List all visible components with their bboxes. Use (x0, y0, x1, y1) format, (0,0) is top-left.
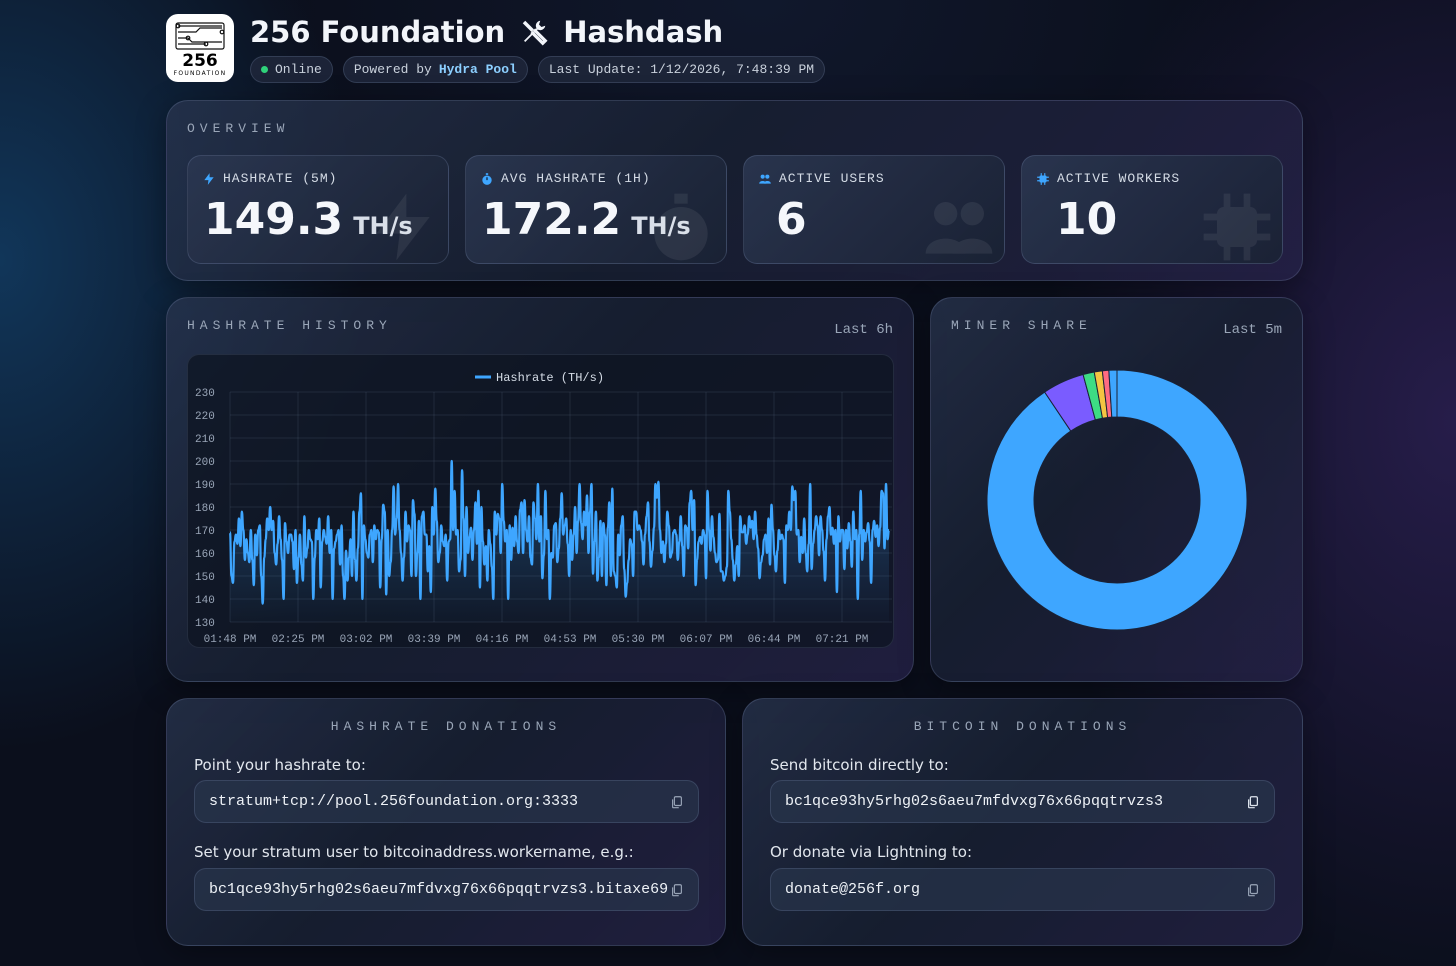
y-tick-label: 200 (195, 457, 215, 469)
chart-legend[interactable]: Hashrate (TH/s) (475, 371, 604, 385)
foundation-logo: 256 FOUNDATION (166, 14, 234, 82)
avg-hashrate-card: AVG HASHRATE (1H) 172.2 TH/s (465, 155, 727, 264)
chip-icon (1037, 172, 1049, 185)
status-badge: Online (250, 56, 333, 83)
hashrate-donations-title: HASHRATE DONATIONS (330, 719, 562, 734)
donut-slice-6[interactable] (1108, 369, 1118, 418)
hashrate-chart[interactable]: 230 220 210 200 190 180 170 160 150 140 130 01:48 … (187, 354, 894, 648)
active-workers-card: ACTIVE WORKERS 10 (1021, 155, 1283, 264)
y-tick-label: 160 (195, 549, 215, 561)
point-hashrate-label: Point your hashrate to: (194, 756, 366, 774)
miner-share-panel: MINER SHARE Last 5m (930, 297, 1303, 682)
hashrate-line-chart[interactable]: 230 220 210 200 190 180 170 160 150 140 130 01:48 … (188, 355, 895, 649)
hashrate-donations-panel: HASHRATE DONATIONS Point your hashrate t… (166, 698, 726, 946)
copy-icon[interactable] (670, 795, 684, 809)
bitcoin-address[interactable]: bc1qce93hy5rhg02s6aeu7mfdvxg76x66pqqtrvz… (785, 793, 1164, 810)
hashrate-5m-value: 149.3 (204, 194, 344, 245)
card-label: ACTIVE USERS (779, 171, 885, 186)
hashrate-5m-card: HASHRATE (5M) 149.3 TH/s (187, 155, 449, 264)
users-icon (759, 174, 771, 184)
logo-text: 256 (182, 51, 218, 71)
x-tick-label: 06:44 PM (748, 634, 801, 646)
stratum-url[interactable]: stratum+tcp://pool.256foundation.org:333… (209, 793, 579, 810)
lightning-label: Or donate via Lightning to: (770, 843, 973, 861)
stratum-url-field[interactable]: stratum+tcp://pool.256foundation.org:333… (194, 780, 699, 823)
y-tick-label: 210 (195, 434, 215, 446)
lightning-address[interactable]: donate@256f.org (785, 881, 921, 898)
avg-hashrate-value: 172.2 (482, 194, 622, 245)
x-tick-label: 03:39 PM (408, 634, 461, 646)
circuit-logo-icon: 256 FOUNDATION (174, 22, 227, 77)
page-title: 256 Foundation Hashdash (250, 12, 723, 52)
x-tick-label: 06:07 PM (680, 634, 733, 646)
avg-hashrate-unit: TH/s (631, 212, 691, 240)
powered-by-label: Powered by (353, 62, 432, 77)
lightning-address-field[interactable]: donate@256f.org (770, 868, 1275, 911)
bitcoin-address-field[interactable]: bc1qce93hy5rhg02s6aeu7mfdvxg76x66pqqtrvz… (770, 780, 1275, 823)
y-axis: 230 220 210 200 190 180 170 160 150 140 130 (195, 388, 215, 630)
history-title: HASHRATE HISTORY (187, 318, 392, 333)
x-tick-label: 03:02 PM (340, 634, 393, 646)
status-bar: Online Powered by Hydra Pool Last Update… (250, 56, 826, 83)
active-users-value: 6 (776, 194, 807, 245)
logo-subtext: FOUNDATION (174, 70, 227, 77)
stopwatch-watermark-icon (654, 193, 708, 261)
bolt-icon (204, 172, 214, 185)
copy-icon[interactable] (670, 883, 684, 897)
y-tick-label: 230 (195, 388, 215, 400)
users-watermark-icon (925, 202, 993, 254)
miner-share-range[interactable]: Last 5m (1223, 322, 1282, 338)
x-tick-label: 07:21 PM (816, 634, 869, 646)
status-text: Online (275, 62, 322, 77)
bitcoin-donations-panel: BITCOIN DONATIONS Send bitcoin directly … (742, 698, 1303, 946)
stopwatch-icon (482, 172, 492, 185)
overview-title: OVERVIEW (187, 121, 290, 136)
y-tick-label: 220 (195, 411, 215, 423)
donut-slices (986, 369, 1248, 631)
y-tick-label: 180 (195, 503, 215, 515)
hashrate-5m-unit: TH/s (353, 212, 413, 240)
powered-by-badge[interactable]: Powered by Hydra Pool (342, 56, 528, 83)
last-update-badge: Last Update: 1/12/2026, 7:48:39 PM (537, 56, 826, 83)
bitcoin-donations-title: BITCOIN DONATIONS (913, 719, 1132, 734)
donut-slice-1[interactable] (986, 369, 1248, 631)
overview-panel: OVERVIEW HASHRATE (5M) 149.3 TH/s AVG HA… (166, 100, 1303, 281)
active-workers-value: 10 (1056, 194, 1118, 245)
x-tick-label: 05:30 PM (612, 634, 665, 646)
title-hashdash: Hashdash (563, 15, 724, 49)
online-dot-icon (261, 66, 268, 73)
y-tick-label: 170 (195, 526, 215, 538)
miner-share-title: MINER SHARE (951, 318, 1092, 333)
x-axis: 01:48 PM 02:25 PM 03:02 PM 03:39 PM 04:16 PM… (204, 634, 869, 646)
miner-share-donut[interactable] (931, 298, 1304, 683)
x-tick-label: 04:16 PM (476, 634, 529, 646)
history-range[interactable]: Last 6h (834, 322, 893, 338)
title-foundation: 256 Foundation (250, 15, 506, 49)
legend-label[interactable]: Hashrate (TH/s) (496, 371, 604, 385)
y-tick-label: 190 (195, 480, 215, 492)
hashrate-series-line (228, 459, 891, 605)
x-tick-label: 02:25 PM (272, 634, 325, 646)
y-tick-label: 140 (195, 595, 215, 607)
stratum-user-label: Set your stratum user to bitcoinaddress.… (194, 843, 634, 861)
powered-by-link[interactable]: Hydra Pool (438, 62, 517, 77)
card-label: HASHRATE (5M) (223, 171, 338, 186)
copy-icon[interactable] (1246, 883, 1260, 897)
active-users-card: ACTIVE USERS 6 (743, 155, 1005, 264)
bolt-watermark-icon (376, 193, 430, 261)
x-tick-label: 04:53 PM (544, 634, 597, 646)
card-label: ACTIVE WORKERS (1057, 171, 1181, 186)
send-bitcoin-label: Send bitcoin directly to: (770, 756, 949, 774)
card-label: AVG HASHRATE (1H) (501, 171, 651, 186)
stratum-user-field[interactable]: bc1qce93hy5rhg02s6aeu7mfdvxg76x66pqqtrvz… (194, 868, 699, 911)
chip-watermark-icon (1203, 193, 1271, 261)
y-tick-label: 150 (195, 572, 215, 584)
copy-icon[interactable] (1246, 795, 1260, 809)
hashrate-history-panel: HASHRATE HISTORY Last 6h 230 220 210 200 190… (166, 297, 914, 682)
stratum-user-example[interactable]: bc1qce93hy5rhg02s6aeu7mfdvxg76x66pqqtrvz… (209, 881, 669, 898)
last-update-text: Last Update: 1/12/2026, 7:48:39 PM (548, 62, 815, 77)
tools-icon (522, 20, 548, 46)
y-tick-label: 130 (195, 618, 215, 630)
x-tick-label: 01:48 PM (204, 634, 257, 646)
